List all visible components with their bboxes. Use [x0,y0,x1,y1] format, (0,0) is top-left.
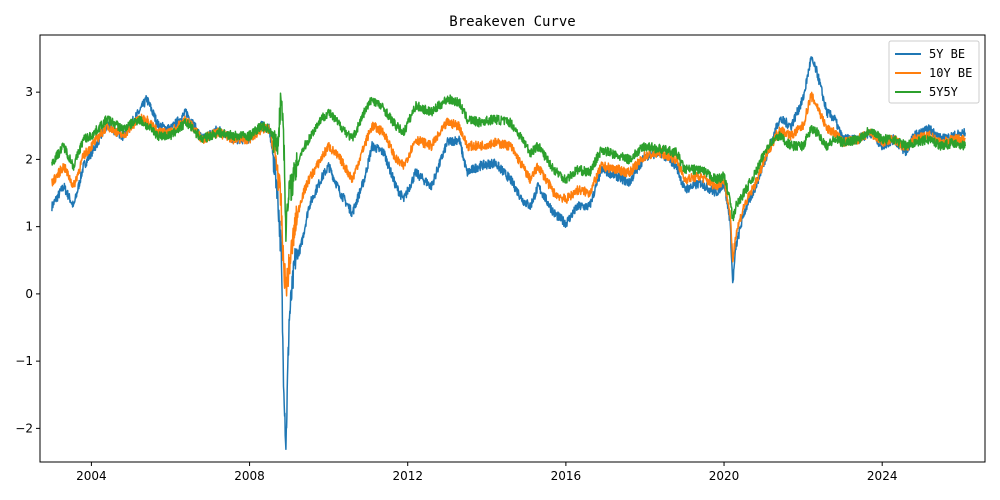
legend-box [888,40,980,104]
legend-label: 5Y5Y [929,85,959,99]
x-tick-label: 2008 [234,469,265,483]
y-tick-label: 0 [25,287,33,301]
x-axis: 2004 2008 2012 2016 2020 2024 [76,462,897,483]
x-tick-label: 2012 [392,469,423,483]
y-axis: −2 −1 0 1 2 3 [15,85,40,435]
series-line-2 [51,92,966,242]
y-tick-label: 1 [25,220,33,234]
legend[interactable]: 5Y BE 10Y BE 5Y5Y [888,40,980,104]
y-tick-label: 3 [25,85,33,99]
chart-title: Breakeven Curve [449,14,575,30]
y-tick-label: 2 [25,152,33,166]
x-tick-label: 2024 [867,469,898,483]
y-tick-label: −2 [15,421,33,435]
plot-frame [39,34,986,463]
y-tick-label: −1 [15,354,33,368]
legend-label: 5Y BE [929,47,965,61]
legend-label: 10Y BE [929,66,972,80]
series-line-0 [51,56,966,451]
series-line-1 [51,91,966,297]
x-tick-label: 2020 [709,469,740,483]
x-tick-label: 2016 [551,469,582,483]
series-layer [51,56,966,451]
x-tick-label: 2004 [76,469,107,483]
